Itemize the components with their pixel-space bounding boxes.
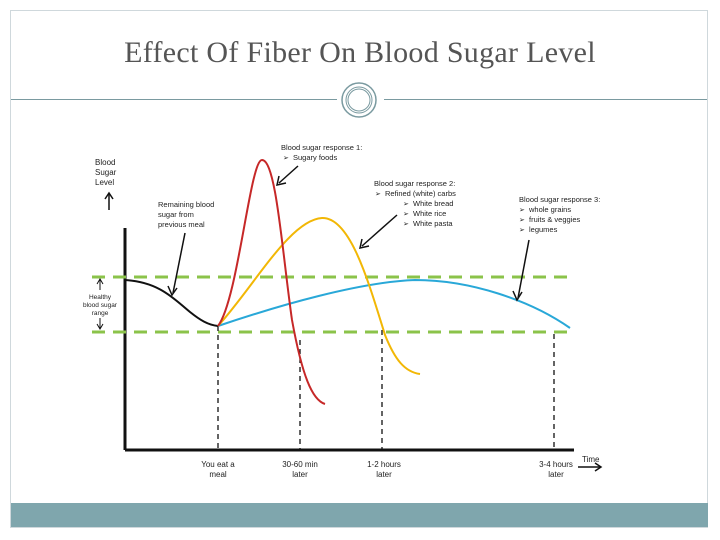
annotation-response3-title: Blood sugar response 3:: [519, 195, 600, 204]
x-tick-30-60min-line1: 30-60 min: [282, 460, 318, 469]
x-tick-meal-line2: meal: [209, 470, 227, 479]
y-axis-label-line1: Blood: [95, 158, 115, 167]
x-tick-30-60min-line2: later: [292, 470, 308, 479]
annotation-response1-title: Blood sugar response 1:: [281, 143, 362, 152]
y-axis-label-line3: Level: [95, 178, 114, 187]
annotation-response3-bullet-1: ➢: [519, 207, 525, 214]
annotation-response2-arrow-icon: [359, 214, 398, 249]
annotation-response3-item-3: legumes: [529, 225, 558, 234]
annotation-remaining-line1: Remaining blood: [158, 200, 214, 209]
x-axis-right-arrow-icon: [578, 462, 603, 472]
annotation-response2-item-4: White pasta: [413, 219, 453, 228]
annotation-response1-item: Sugary foods: [293, 153, 337, 162]
slide-frame: [10, 10, 708, 528]
annotation-response2-bullet-3: ➢: [403, 211, 409, 218]
range-label-line3: range: [92, 310, 109, 317]
annotation-response3-item-1: whole grains: [528, 205, 571, 214]
y-axis-label-line2: Sugar: [95, 168, 117, 177]
y-axis-up-arrow-icon: [104, 191, 114, 210]
title-divider-left: [11, 99, 337, 100]
x-tick-3-4h-line1: 3-4 hours: [539, 460, 573, 469]
circle-ornament-icon: [341, 82, 377, 118]
annotation-response2-bullet-1: ➢: [375, 191, 381, 198]
range-arrows-icon: [96, 278, 104, 330]
slide-title: Effect Of Fiber On Blood Sugar Level: [124, 36, 596, 69]
annotation-response3-arrow-icon: [512, 239, 530, 302]
curve-previous-meal: [124, 279, 219, 327]
annotation-remaining-line3: previous meal: [158, 220, 205, 229]
curve-response-3: [217, 278, 571, 329]
annotation-response2-title: Blood sugar response 2:: [374, 179, 455, 188]
x-axis-label: Time: [582, 455, 600, 464]
annotation-response1-arrow-icon: [276, 165, 299, 186]
x-tick-1-2h-line1: 1-2 hours: [367, 460, 401, 469]
range-label-line1: Healthy: [89, 294, 112, 301]
annotation-response2-bullet-4: ➢: [403, 221, 409, 228]
annotation-response3-bullet-2: ➢: [519, 217, 525, 224]
annotation-remaining-line2: sugar from: [158, 210, 194, 219]
range-label-line2: blood sugar: [83, 302, 118, 309]
x-tick-meal-line1: You eat a: [201, 460, 235, 469]
annotation-response2-item-3: White rice: [413, 209, 446, 218]
title-divider-right: [384, 99, 707, 100]
curve-response-1: [217, 158, 326, 405]
x-tick-1-2h-line2: later: [376, 470, 392, 479]
annotation-response2-item-2: White bread: [413, 199, 453, 208]
annotation-response2-item-1: Refined (white) carbs: [385, 189, 456, 198]
footer-bar: [11, 503, 708, 527]
annotation-response2-bullet-2: ➢: [403, 201, 409, 208]
annotation-response1-bullet: ➢: [283, 155, 289, 162]
x-tick-3-4h-line2: later: [548, 470, 564, 479]
annotation-response3-bullet-3: ➢: [519, 227, 525, 234]
annotation-response3-item-2: fruits & veggies: [529, 215, 581, 224]
annotation-remaining-arrow-icon: [167, 232, 186, 297]
curve-response-2: [217, 216, 421, 375]
